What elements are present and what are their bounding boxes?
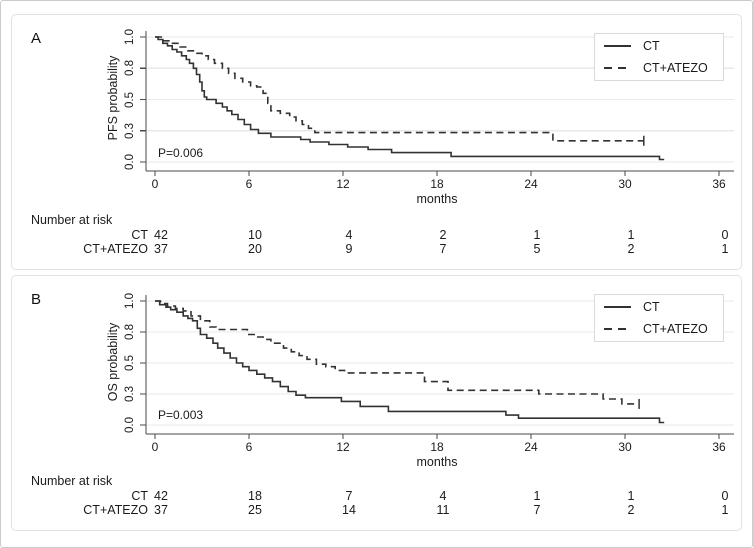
panel-b-y-tick-label: 0.5 xyxy=(124,355,136,371)
panel-b-risk-count: 18 xyxy=(248,489,262,503)
panel-a-risk-table-title: Number at risk xyxy=(31,213,113,227)
panel-a-risk-count: 20 xyxy=(248,242,262,256)
panel-b-risk-count: 14 xyxy=(342,503,356,517)
dashed-line-swatch xyxy=(604,67,631,69)
panel-b-risk-count: 1 xyxy=(721,503,729,517)
panel-b-x-tick-label: 6 xyxy=(245,440,253,454)
panel-a-y-tick-label: 0.8 xyxy=(124,60,136,77)
dashed-line-swatch xyxy=(604,328,631,330)
panel-a-y-tick-label: 0.5 xyxy=(124,91,136,108)
legend-row-ct: CT xyxy=(604,298,723,316)
panel-b-letter: B xyxy=(31,291,42,308)
panel-a-x-tick-label: 6 xyxy=(245,177,253,191)
panel-a-risk-count: 2 xyxy=(627,242,635,256)
panel-b-risk-count: 37 xyxy=(154,503,168,517)
panel-b-y-tick-label: 0.3 xyxy=(124,386,136,402)
panel-b-x-tick-label: 0 xyxy=(151,440,159,454)
panel-b-risk-count: 25 xyxy=(248,503,262,517)
panel-a-risk-count: 10 xyxy=(248,228,262,242)
legend-label-ct-atezo: CT+ATEZO xyxy=(643,61,708,75)
panel-a-y-tick-label: 1.0 xyxy=(124,29,136,45)
panel-a-risk-count: 1 xyxy=(721,242,729,256)
panel-a-x-tick-label: 0 xyxy=(151,177,159,191)
legend-label-ct-atezo: CT+ATEZO xyxy=(643,322,708,336)
panel-a-y-tick-label: 0.0 xyxy=(124,154,136,170)
panel-a-x-tick-label: 12 xyxy=(336,177,350,191)
panel-b-risk-count: 11 xyxy=(436,503,450,517)
panel-b-y-axis-title: OS probability xyxy=(106,322,120,402)
panel-b-risk-count: 1 xyxy=(627,489,635,503)
panel-b-y-tick-label: 0.0 xyxy=(124,417,136,433)
legend-row-ct-atezo: CT+ATEZO xyxy=(604,59,723,77)
panel-b-risk-table-title: Number at risk xyxy=(31,474,113,488)
panel-b-risk-count: 4 xyxy=(439,489,447,503)
panel-a-risk-row-ct-label: CT xyxy=(131,228,148,242)
panel-a-risk-count: 0 xyxy=(721,228,729,242)
panel-a-x-axis-title: months xyxy=(416,192,458,206)
panel-a-x-tick-label: 36 xyxy=(712,177,726,191)
panel-a-risk-count: 7 xyxy=(439,242,447,256)
legend-row-ct-atezo: CT+ATEZO xyxy=(604,320,723,338)
panel-a-x-tick-label: 30 xyxy=(618,177,632,191)
panel-a-risk-count: 2 xyxy=(439,228,447,242)
panel-b-risk-count: 2 xyxy=(627,503,635,517)
panel-b-x-tick-label: 12 xyxy=(336,440,350,454)
panel-a-risk-count: 5 xyxy=(533,242,541,256)
panel-b-x-axis-title: months xyxy=(416,455,458,469)
panel-a-risk-count: 1 xyxy=(533,228,541,242)
panel-a-risk-count: 9 xyxy=(345,242,353,256)
panel-a-risk-count: 4 xyxy=(345,228,353,242)
panel-a-legend: CT CT+ATEZO xyxy=(594,33,724,81)
panel-b-x-tick-label: 30 xyxy=(618,440,632,454)
panel-b-legend: CT CT+ATEZO xyxy=(594,294,724,342)
panel-a-p-value: P=0.006 xyxy=(158,146,204,160)
solid-line-swatch xyxy=(604,306,631,308)
panel-b-risk-row-ct-label: CT xyxy=(131,489,148,503)
panel-a-risk-row-ct-atezo-label: CT+ATEZO xyxy=(83,242,148,256)
panel-a-risk-count: 37 xyxy=(154,242,168,256)
solid-line-swatch xyxy=(604,45,631,47)
panel-a-y-tick-label: 0.3 xyxy=(124,122,136,139)
panel-a-y-axis-title: PFS probability xyxy=(106,55,120,141)
legend-label-ct: CT xyxy=(643,39,660,53)
panel-a-letter: A xyxy=(31,30,42,47)
panel-a-risk-count: 42 xyxy=(154,228,168,242)
panel-b-x-tick-label: 18 xyxy=(430,440,444,454)
panel-b-risk-count: 7 xyxy=(533,503,541,517)
legend-row-ct: CT xyxy=(604,37,723,55)
panel-a-x-tick-label: 18 xyxy=(430,177,444,191)
panel-b-y-tick-label: 1.0 xyxy=(124,293,136,309)
panel-b-risk-row-ct-atezo-label: CT+ATEZO xyxy=(83,503,148,517)
panel-b-x-tick-label: 36 xyxy=(712,440,726,454)
panel-b-y-tick-label: 0.8 xyxy=(124,324,136,340)
panel-b-risk-count: 1 xyxy=(533,489,541,503)
panel-b-x-tick-label: 24 xyxy=(524,440,538,454)
panel-b-p-value: P=0.003 xyxy=(158,408,204,422)
legend-label-ct: CT xyxy=(643,300,660,314)
panel-a-risk-count: 1 xyxy=(627,228,635,242)
panel-b-risk-count: 0 xyxy=(721,489,729,503)
panel-a-x-tick-label: 24 xyxy=(524,177,538,191)
panel-b-risk-count: 42 xyxy=(154,489,168,503)
panel-b-risk-count: 7 xyxy=(345,489,353,503)
